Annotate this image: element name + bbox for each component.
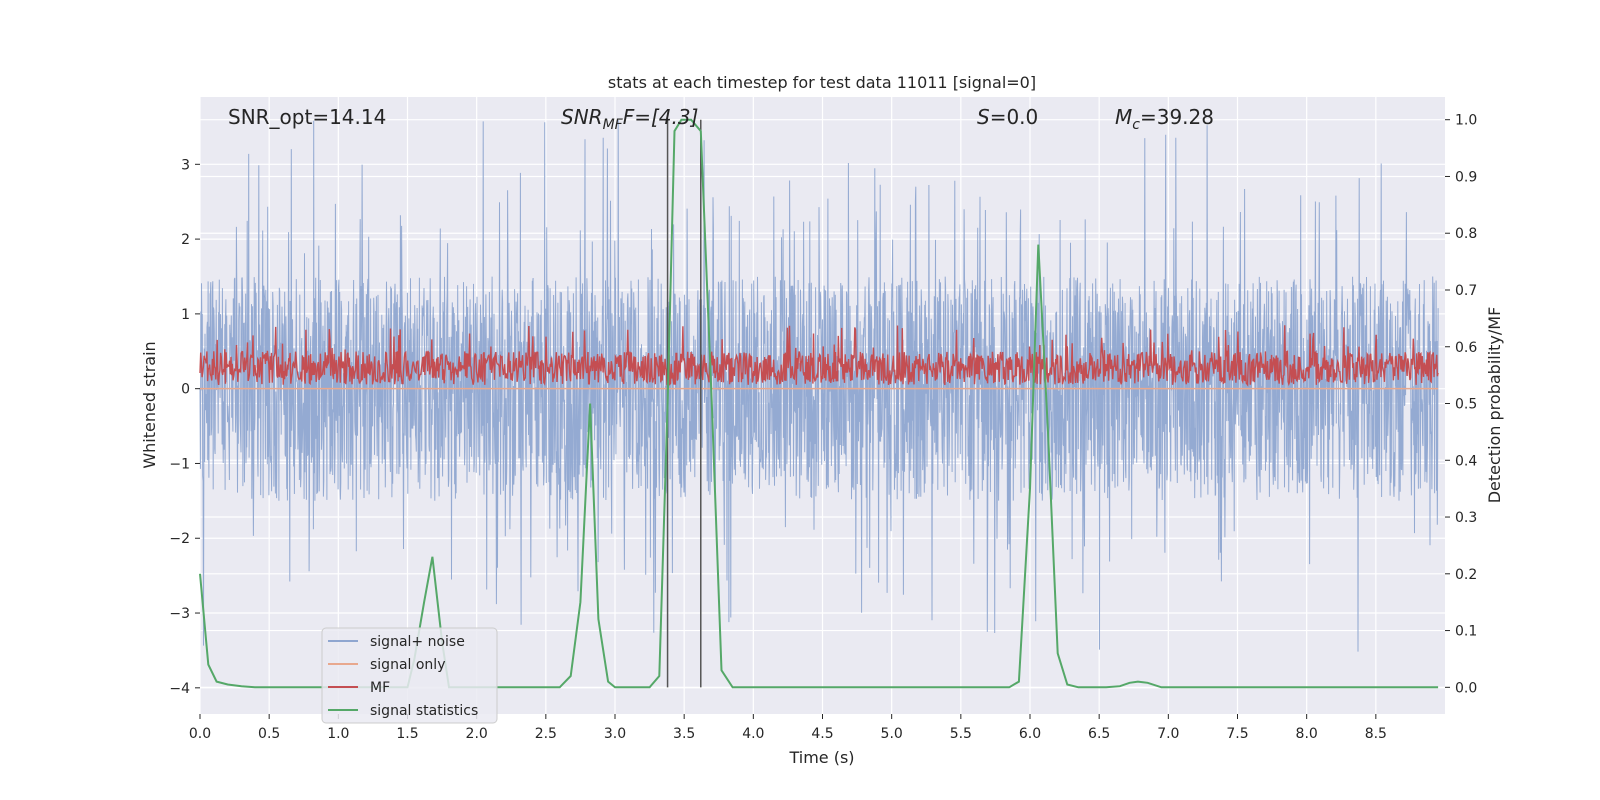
- mc-value: =39.28: [1140, 105, 1214, 129]
- y2-tick-label: 0.9: [1455, 169, 1477, 185]
- mc-sub: c: [1132, 117, 1140, 133]
- y2-tick-label: 0.3: [1455, 510, 1477, 526]
- annotation-snr-mf: SNRMFF=[4.3]: [561, 105, 698, 133]
- axis-ticks: 0.0 0.5 1.0 1.5 2.0 2.5 3.0 3.5 4.0 4.5 5.0 5.5 6.0 6…: [169, 113, 1477, 742]
- x-tick-label: 3.5: [673, 726, 695, 742]
- y2-tick-label: 0.4: [1455, 453, 1477, 469]
- x-tick-label: 4.0: [742, 726, 764, 742]
- y2-tick-label: 0.8: [1455, 226, 1477, 242]
- x-tick-label: 3.0: [604, 726, 626, 742]
- x-tick-label: 6.0: [1019, 726, 1041, 742]
- legend-label-signal-statistics: signal statistics: [370, 703, 478, 719]
- legend-box: [321, 627, 498, 724]
- x-tick-label: 8.5: [1365, 726, 1387, 742]
- x-tick-label: 2.0: [466, 726, 488, 742]
- snr-mf-base: SNR: [561, 105, 603, 129]
- x-tick-label: 5.5: [950, 726, 972, 742]
- y-tick-label: −1: [169, 456, 190, 472]
- x-tick-label: 5.0: [881, 726, 903, 742]
- signal-noise-series: [199, 119, 1439, 652]
- x-tick-label: 2.5: [535, 726, 557, 742]
- mc-base: M: [1115, 105, 1132, 129]
- y2-axis-title: Detection probability/MF: [1485, 307, 1504, 504]
- s-value: =0.0: [990, 105, 1039, 129]
- y-axis-title: Whitened strain: [140, 341, 159, 468]
- y2-tick-label: 1.0: [1455, 113, 1477, 129]
- y2-tick-label: 0.2: [1455, 567, 1477, 583]
- annotation-mc: Mc=39.28: [1115, 105, 1214, 133]
- chart-title: stats at each timestep for test data 110…: [608, 73, 1036, 92]
- x-tick-label: 0.0: [189, 726, 211, 742]
- y-tick-label: −4: [169, 681, 190, 697]
- annotation-snr-opt: SNR_opt=14.14: [228, 105, 386, 129]
- s-base: S: [977, 105, 990, 129]
- y-tick-label: 1: [181, 307, 190, 323]
- y2-tick-label: 0.7: [1455, 283, 1477, 299]
- legend-label-signal-noise: signal+ noise: [370, 634, 465, 650]
- x-tick-label: 7.0: [1157, 726, 1179, 742]
- x-tick-label: 7.5: [1226, 726, 1248, 742]
- x-tick-label: 1.0: [327, 726, 349, 742]
- legend-label-signal-only: signal only: [370, 657, 445, 673]
- x-axis-title: Time (s): [788, 748, 854, 767]
- annotation-s: S=0.0: [977, 105, 1038, 129]
- legend: signal+ noise signal only MF signal stat…: [321, 627, 498, 724]
- snr-mf-sub: MF: [603, 117, 624, 133]
- y-tick-label: 2: [181, 232, 190, 248]
- y-tick-label: 0: [181, 382, 190, 398]
- x-tick-label: 1.5: [396, 726, 418, 742]
- y2-tick-label: 0.0: [1455, 680, 1477, 696]
- signal-noise-line: [199, 119, 1439, 652]
- y2-tick-label: 0.6: [1455, 340, 1477, 356]
- mf-series: [199, 325, 1439, 387]
- y2-tick-label: 0.1: [1455, 624, 1477, 640]
- x-tick-label: 8.0: [1296, 726, 1318, 742]
- y-tick-label: −2: [169, 531, 190, 547]
- y-tick-label: −3: [169, 606, 190, 622]
- y-tick-label: 3: [181, 157, 190, 173]
- legend-label-mf: MF: [370, 680, 390, 696]
- x-tick-label: 4.5: [811, 726, 833, 742]
- snr-mf-value: F=[4.3]: [623, 105, 699, 129]
- mf-line: [199, 325, 1439, 387]
- x-tick-label: 6.5: [1088, 726, 1110, 742]
- y2-tick-label: 0.5: [1455, 397, 1477, 413]
- x-tick-label: 0.5: [258, 726, 280, 742]
